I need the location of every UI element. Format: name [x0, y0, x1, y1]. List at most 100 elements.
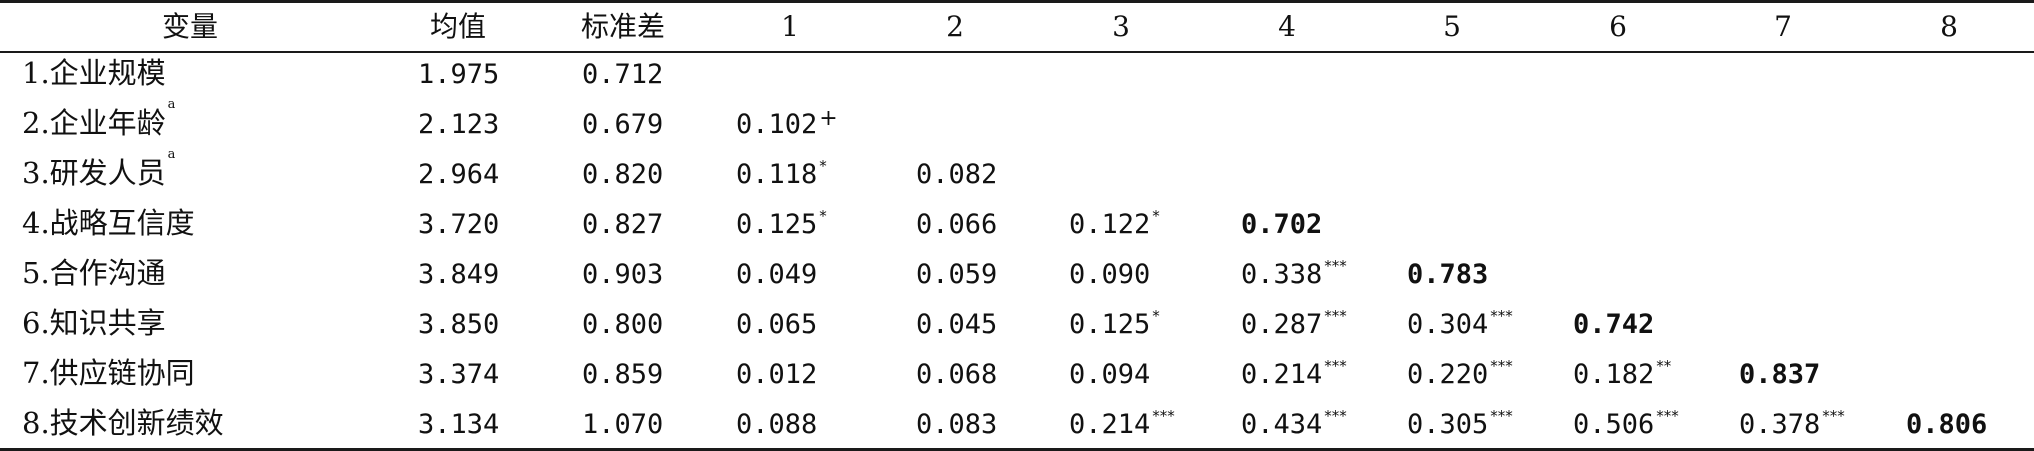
correlation-diagonal-value: 0.702 — [1241, 211, 1322, 238]
correlation-number: 0.214 — [1069, 409, 1151, 440]
correlation-diagonal-value: 0.837 — [1739, 361, 1820, 388]
significance-mark: * — [819, 157, 827, 175]
significance-mark: * — [819, 207, 827, 225]
correlation-number: 0.338 — [1241, 259, 1323, 290]
significance-mark: *** — [1822, 407, 1845, 425]
row-label: 5.合作沟通 — [22, 259, 166, 288]
row-label-text: 2.企业年龄 — [22, 106, 166, 140]
correlation-number: 0.090 — [1069, 259, 1151, 290]
correlation-value: 0.214 *** — [1069, 409, 1175, 440]
correlation-number: 0.378 — [1739, 409, 1821, 440]
correlation-number: 0.702 — [1241, 209, 1323, 240]
correlation-number: 0.304 — [1407, 309, 1489, 340]
correlation-value: 0.090 — [1069, 261, 1150, 288]
correlation-diagonal-value: 0.806 — [1906, 411, 1987, 438]
correlation-number: 0.088 — [736, 409, 818, 440]
correlation-number: 0.182 — [1573, 359, 1655, 390]
significance-mark: *** — [1324, 407, 1347, 425]
row-label: 6.知识共享 — [22, 309, 166, 338]
correlation-number: 0.049 — [736, 259, 818, 290]
row-label: 8.技术创新绩效 — [22, 409, 224, 438]
table-top-rule — [0, 0, 2034, 3]
header-col-5: 5 — [1443, 10, 1461, 43]
significance-mark: *** — [1152, 407, 1175, 425]
table-bottom-rule — [0, 448, 2034, 451]
header-col-7: 7 — [1774, 10, 1792, 43]
correlation-value: 0.125 * — [736, 209, 827, 240]
correlation-number: 0.287 — [1241, 309, 1323, 340]
correlation-number: 0.012 — [736, 359, 818, 390]
correlation-number: 0.059 — [916, 259, 998, 290]
correlation-diagonal-value: 0.783 — [1407, 261, 1488, 288]
row-label: 4.战略互信度 — [22, 209, 195, 238]
sd-value: 0.827 — [582, 209, 664, 240]
significance-mark: *** — [1490, 407, 1513, 425]
significance-mark: *** — [1656, 407, 1679, 425]
correlation-value: 0.083 — [916, 411, 997, 438]
row-label: 3.研发人员a — [22, 148, 175, 190]
mean-value: 2.123 — [418, 109, 500, 140]
correlation-value: 0.434 *** — [1241, 409, 1347, 440]
header-mean: 均值 — [429, 10, 487, 43]
significance-mark: *** — [1490, 307, 1513, 325]
mean-value: 2.964 — [418, 159, 500, 190]
correlation-number: 0.045 — [916, 309, 998, 340]
row-label-footnote-mark: a — [167, 147, 176, 163]
row-label-text: 3.研发人员 — [22, 156, 166, 190]
correlation-value: 0.065 — [736, 311, 817, 338]
row-label-text: 4.战略互信度 — [22, 206, 195, 240]
correlation-number: 0.125 — [1069, 309, 1151, 340]
correlation-number: 0.125 — [736, 209, 818, 240]
significance-mark: *** — [1324, 257, 1347, 275]
correlation-value: 0.094 — [1069, 361, 1150, 388]
correlation-diagonal-value: 0.742 — [1573, 311, 1654, 338]
row-label-text: 6.知识共享 — [22, 306, 166, 340]
sd-value: 0.859 — [582, 359, 664, 390]
correlation-value: 0.338 *** — [1241, 259, 1347, 290]
correlation-number: 0.094 — [1069, 359, 1151, 390]
header-col-1: 1 — [781, 10, 799, 43]
correlation-number: 0.806 — [1906, 409, 1988, 440]
row-label: 7.供应链协同 — [22, 359, 195, 388]
mean-value: 1.975 — [418, 59, 500, 90]
correlation-value: 0.305 *** — [1407, 409, 1513, 439]
correlation-number: 0.066 — [916, 209, 998, 240]
correlation-value: 0.125 * — [1069, 309, 1160, 340]
header-col-8: 8 — [1940, 10, 1958, 43]
correlation-number: 0.837 — [1739, 359, 1821, 390]
mean-value: 3.720 — [418, 209, 500, 240]
mean-value: 3.374 — [418, 359, 500, 390]
correlation-value: 0.068 — [916, 361, 997, 388]
significance-mark: *** — [1324, 357, 1347, 375]
correlation-number: 0.118 — [736, 159, 818, 190]
correlation-number: 0.434 — [1241, 409, 1323, 440]
correlation-number: 0.214 — [1241, 359, 1323, 390]
row-label-text: 8.技术创新绩效 — [22, 406, 224, 440]
correlation-value: 0.066 — [916, 211, 997, 238]
correlation-value: 0.082 — [916, 161, 997, 188]
significance-mark: *** — [1490, 357, 1513, 375]
mean-value: 3.849 — [418, 259, 500, 290]
correlation-value: 0.220 *** — [1407, 359, 1513, 390]
correlation-value: 0.378 *** — [1739, 409, 1845, 440]
significance-mark: + — [819, 106, 838, 131]
significance-mark: * — [1152, 307, 1160, 325]
correlation-value: 0.118 * — [736, 159, 827, 190]
correlation-number: 0.783 — [1407, 259, 1489, 290]
row-label-text: 7.供应链协同 — [22, 356, 195, 390]
correlation-number: 0.083 — [916, 409, 998, 440]
sd-value: 0.820 — [582, 159, 664, 190]
sd-value: 0.800 — [582, 309, 664, 340]
correlation-value: 0.045 — [916, 311, 997, 338]
correlation-value: 0.506 *** — [1573, 409, 1679, 439]
correlation-value: 0.012 — [736, 361, 817, 388]
correlation-number: 0.742 — [1573, 309, 1655, 340]
mean-value: 3.134 — [418, 409, 500, 440]
significance-mark: *** — [1324, 307, 1347, 325]
sd-value: 1.070 — [582, 409, 664, 440]
significance-mark: ** — [1656, 357, 1672, 375]
table-header-rule — [0, 51, 2034, 53]
header-col-2: 2 — [946, 10, 964, 43]
header-sd: 标准差 — [580, 10, 666, 43]
correlation-number: 0.220 — [1407, 359, 1489, 390]
